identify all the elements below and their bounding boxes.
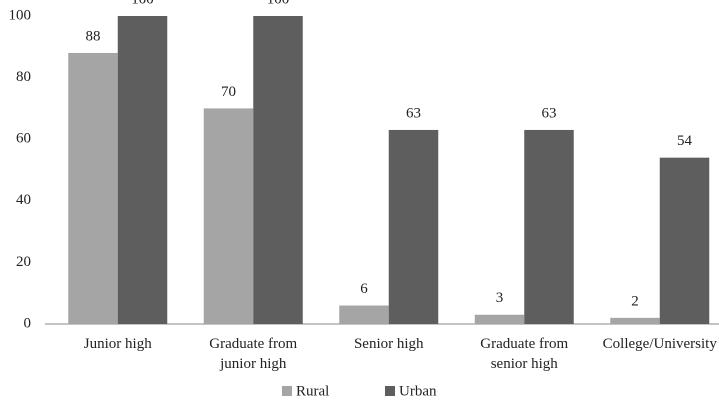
bar xyxy=(339,305,389,324)
value-label: 63 xyxy=(542,105,557,121)
value-label: 100 xyxy=(131,0,154,7)
y-tick-label: 20 xyxy=(16,254,31,270)
value-label: 6 xyxy=(360,281,368,297)
value-label: 63 xyxy=(406,105,421,121)
bar xyxy=(610,317,660,324)
x-tick-line: junior high xyxy=(219,356,287,372)
bar xyxy=(474,314,525,324)
bar xyxy=(388,129,439,324)
legend-swatch xyxy=(385,386,395,396)
x-tick-label: Graduate from junior high xyxy=(209,336,297,372)
value-label: 88 xyxy=(86,28,101,44)
y-tick-label: 40 xyxy=(16,192,31,208)
bar xyxy=(117,16,168,324)
legend-swatch xyxy=(282,386,292,396)
x-tick-label: Senior high xyxy=(354,336,424,352)
legend-label: Urban xyxy=(399,383,437,399)
y-tick-label: 80 xyxy=(16,69,31,85)
x-tick-label: Junior high xyxy=(84,336,152,352)
value-label: 2 xyxy=(631,293,639,309)
value-label: 70 xyxy=(221,84,236,100)
x-tick-line: Graduate from xyxy=(209,336,297,352)
x-tick-line: senior high xyxy=(491,356,559,372)
bar xyxy=(203,108,254,325)
x-tick-line: College/University xyxy=(603,336,718,352)
x-tick-label: Graduate from senior high xyxy=(480,336,568,372)
legend-label: Rural xyxy=(296,383,329,399)
y-tick-label: 60 xyxy=(16,131,31,147)
x-tick-line: Senior high xyxy=(354,336,424,352)
value-label: 100 xyxy=(267,0,290,7)
x-tick-label: College/University xyxy=(603,336,718,352)
value-label: 54 xyxy=(677,133,693,149)
y-tick-label: 0 xyxy=(24,315,32,331)
y-tick-label: 100 xyxy=(9,7,32,23)
value-label: 3 xyxy=(496,290,504,306)
bar xyxy=(253,16,303,324)
x-tick-line: Graduate from xyxy=(480,336,568,352)
bar xyxy=(524,129,574,324)
bar xyxy=(68,52,118,325)
bar xyxy=(659,157,710,324)
x-tick-line: Junior high xyxy=(84,336,152,352)
